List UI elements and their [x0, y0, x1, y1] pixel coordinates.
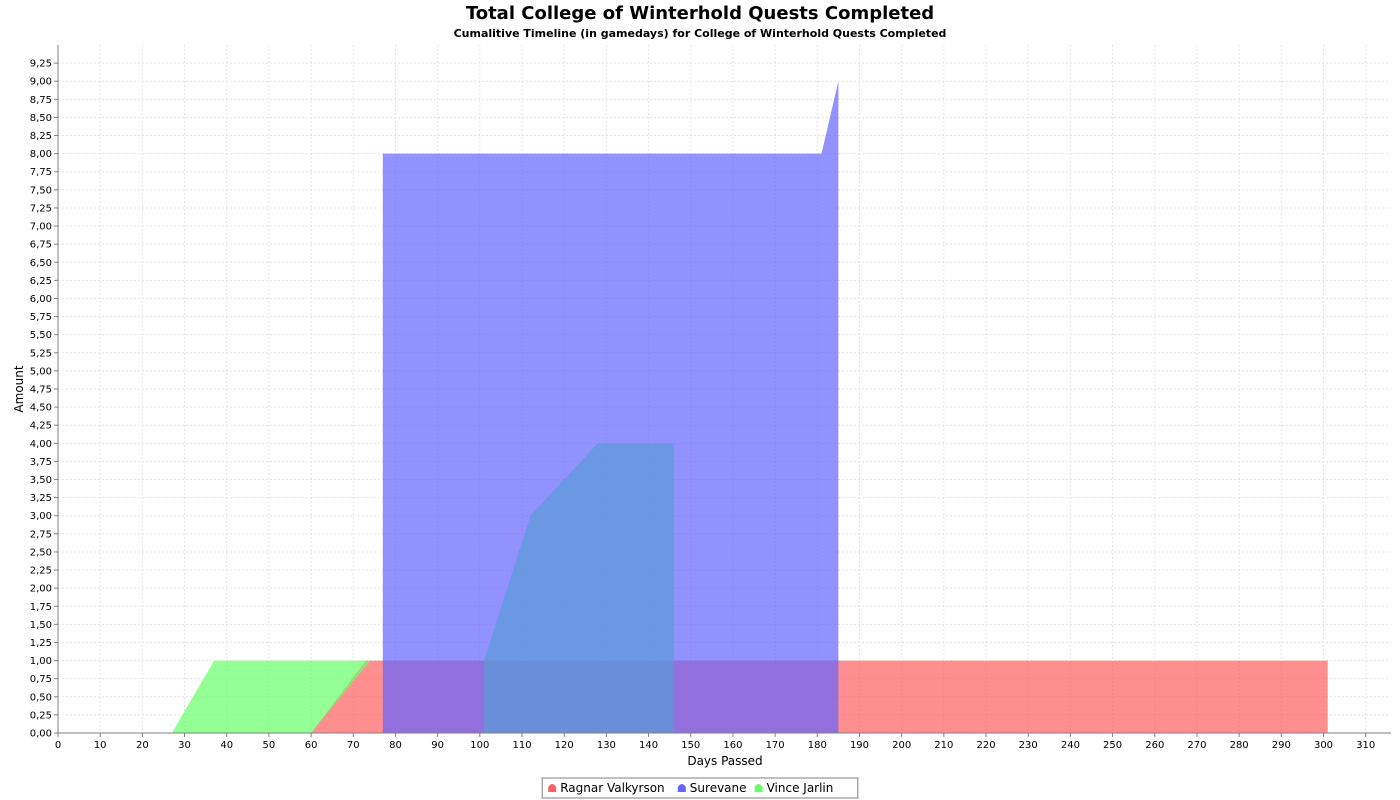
y-tick-label: 4,25 — [30, 421, 52, 432]
x-tick-label: 80 — [389, 740, 402, 751]
y-tick-label: 7,50 — [30, 185, 52, 196]
x-tick-label: 120 — [555, 740, 574, 751]
x-tick-label: 260 — [1145, 740, 1164, 751]
series-areas — [171, 81, 1328, 733]
x-tick-label: 70 — [347, 740, 360, 751]
y-tick-label: 6,50 — [30, 258, 52, 269]
chart-title: Total College of Winterhold Quests Compl… — [466, 3, 934, 24]
x-tick-label: 280 — [1230, 740, 1249, 751]
series-area-1 — [382, 81, 839, 733]
y-tick-label: 4,75 — [30, 385, 52, 396]
legend-item: Surevane — [677, 781, 747, 795]
x-tick-label: 10 — [94, 740, 107, 751]
y-tick-label: 9,00 — [30, 77, 52, 88]
legend-swatch — [754, 784, 763, 792]
x-tick-label: 210 — [934, 740, 953, 751]
y-tick-label: 0,75 — [30, 674, 52, 685]
x-tick-label: 90 — [431, 740, 444, 751]
x-tick-label: 150 — [681, 740, 700, 751]
y-tick-label: 5,25 — [30, 348, 52, 359]
x-axis-ticks: 0 10 20 30 40 50 60 70 80 90 100 110 120 130 140 150 160… — [55, 733, 1375, 751]
y-tick-label: 1,75 — [30, 602, 52, 613]
x-tick-label: 240 — [1061, 740, 1080, 751]
x-tick-label: 220 — [976, 740, 995, 751]
y-tick-label: 5,50 — [30, 330, 52, 341]
y-tick-label: 2,75 — [30, 529, 52, 540]
x-tick-label: 130 — [597, 740, 616, 751]
y-tick-label: 0,25 — [30, 710, 52, 721]
y-tick-label: 6,00 — [30, 294, 52, 305]
y-tick-label: 0,50 — [30, 692, 52, 703]
y-tick-label: 5,75 — [30, 312, 52, 323]
y-tick-label: 1,50 — [30, 620, 52, 631]
y-axis-label: Amount — [12, 365, 26, 412]
y-tick-label: 0,00 — [30, 729, 52, 740]
x-tick-label: 100 — [470, 740, 489, 751]
chart-subtitle: Cumalitive Timeline (in gamedays) for Co… — [454, 27, 947, 40]
y-tick-label: 7,75 — [30, 167, 52, 178]
y-tick-label: 2,00 — [30, 584, 52, 595]
legend-swatch — [677, 784, 686, 792]
y-tick-label: 3,75 — [30, 457, 52, 468]
y-tick-label: 8,25 — [30, 131, 52, 142]
y-tick-label: 4,00 — [30, 439, 52, 450]
y-axis-ticks: 0,00 0,25 0,50 0,75 1,00 1,25 1,50 1,75 2,00 2,25… — [30, 59, 58, 740]
legend-label: Vince Jarlin — [767, 781, 834, 795]
y-tick-label: 3,50 — [30, 475, 52, 486]
legend-swatch — [548, 784, 557, 792]
y-tick-label: 8,50 — [30, 113, 52, 124]
x-tick-label: 40 — [220, 740, 233, 751]
legend-box — [541, 777, 859, 799]
y-tick-label: 1,00 — [30, 656, 52, 667]
y-tick-label: 8,75 — [30, 95, 52, 106]
x-tick-label: 60 — [305, 740, 318, 751]
x-tick-label: 50 — [263, 740, 276, 751]
legend: Ragnar Valkyrson Surevane Vince Jarlin — [541, 777, 859, 799]
x-tick-label: 170 — [766, 740, 785, 751]
legend-item: Vince Jarlin — [754, 781, 834, 795]
y-tick-label: 1,25 — [30, 638, 52, 649]
x-tick-label: 270 — [1187, 740, 1206, 751]
x-tick-label: 110 — [512, 740, 531, 751]
y-tick-label: 9,25 — [30, 59, 52, 70]
x-tick-label: 290 — [1272, 740, 1291, 751]
y-tick-label: 4,50 — [30, 403, 52, 414]
y-tick-label: 7,00 — [30, 222, 52, 233]
x-tick-label: 230 — [1019, 740, 1038, 751]
x-tick-label: 20 — [136, 740, 149, 751]
y-tick-label: 5,00 — [30, 366, 52, 377]
x-tick-label: 200 — [892, 740, 911, 751]
legend-item: Ragnar Valkyrson — [548, 781, 665, 795]
y-tick-label: 6,25 — [30, 276, 52, 287]
x-tick-label: 30 — [178, 740, 191, 751]
x-axis-label: Days Passed — [687, 754, 762, 768]
y-tick-label: 6,75 — [30, 240, 52, 251]
x-tick-label: 310 — [1356, 740, 1375, 751]
y-tick-label: 7,25 — [30, 203, 52, 214]
legend-label: Ragnar Valkyrson — [560, 781, 664, 795]
x-tick-label: 190 — [850, 740, 869, 751]
legend-label: Surevane — [690, 781, 747, 795]
y-tick-label: 2,50 — [30, 547, 52, 558]
y-tick-label: 3,25 — [30, 493, 52, 504]
x-tick-label: 250 — [1103, 740, 1122, 751]
x-tick-label: 300 — [1314, 740, 1333, 751]
series-area-3 — [171, 660, 371, 733]
y-tick-label: 3,00 — [30, 511, 52, 522]
series-area-2 — [484, 443, 674, 733]
x-tick-label: 160 — [723, 740, 742, 751]
x-tick-label: 0 — [55, 740, 61, 751]
x-tick-label: 180 — [808, 740, 827, 751]
y-tick-label: 8,00 — [30, 149, 52, 160]
x-tick-label: 140 — [639, 740, 658, 751]
y-tick-label: 2,25 — [30, 566, 52, 577]
